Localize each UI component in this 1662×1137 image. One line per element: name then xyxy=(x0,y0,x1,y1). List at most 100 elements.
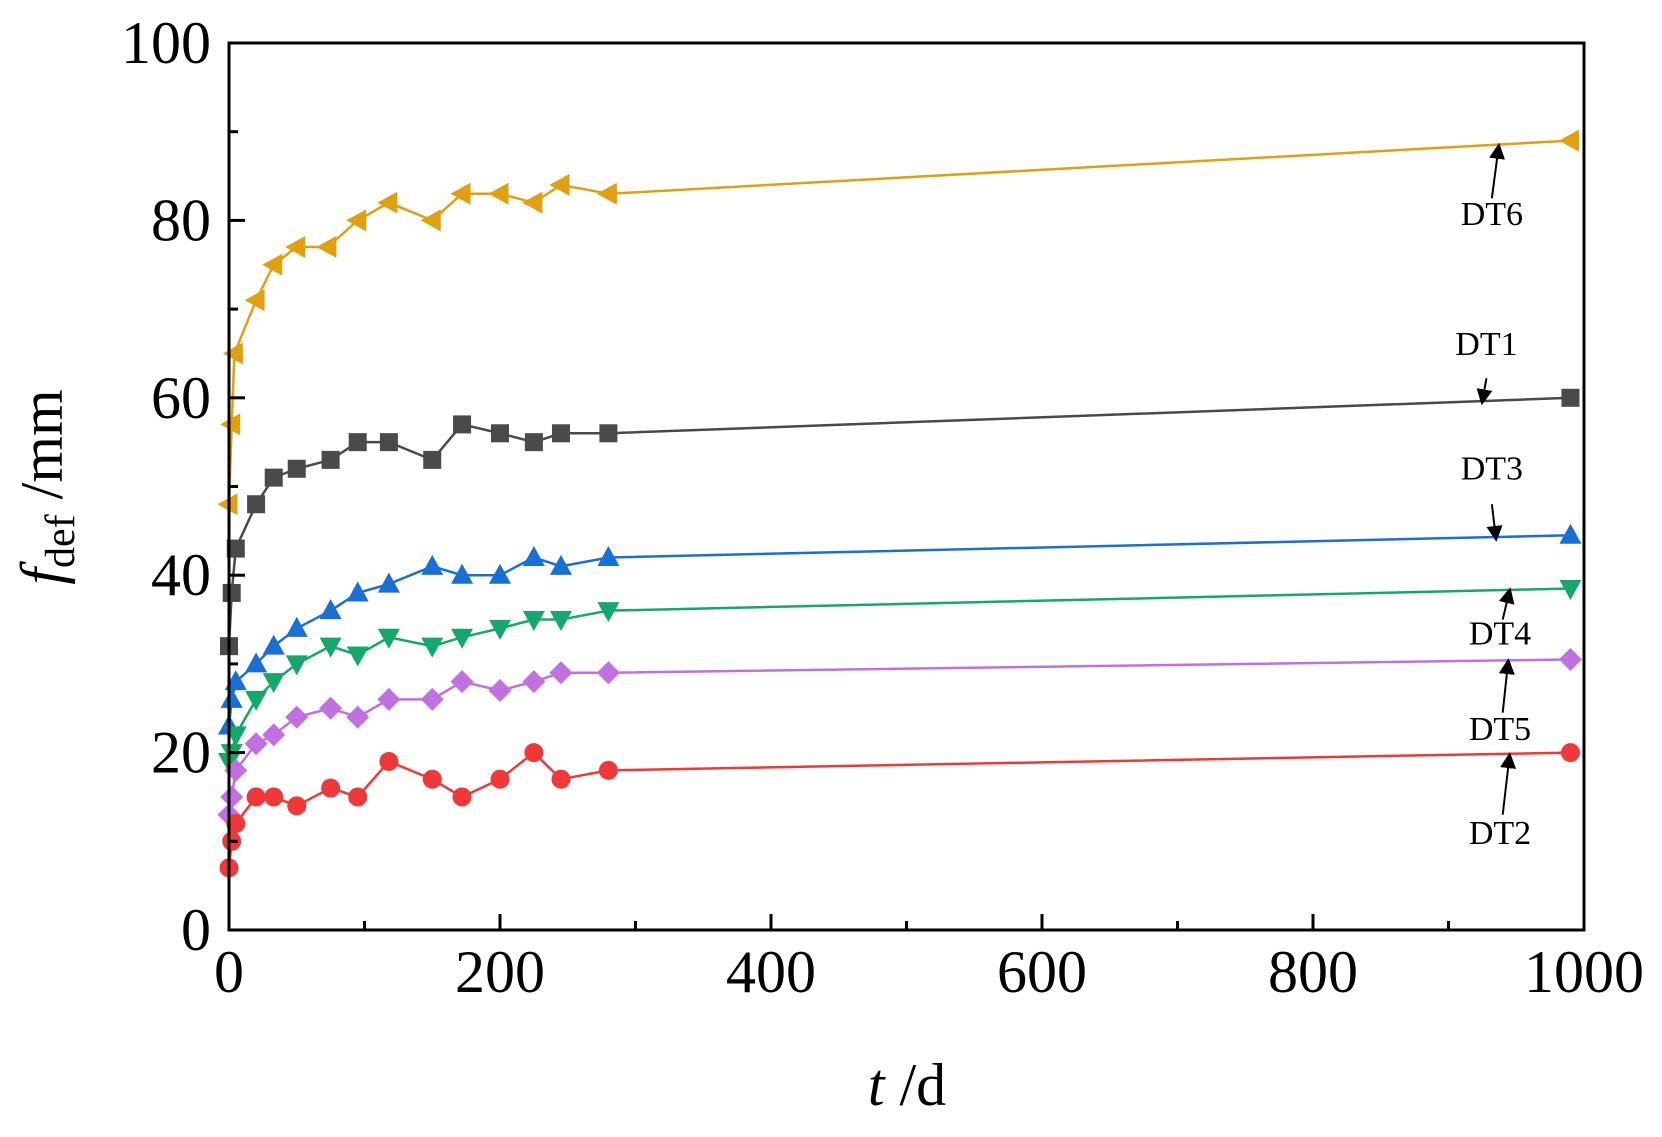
series-layer xyxy=(217,129,1582,878)
data-point-dt2 xyxy=(246,787,266,807)
series-label-dt2: DT2 xyxy=(1469,815,1531,852)
data-point-dt6 xyxy=(522,191,543,214)
data-point-dt6 xyxy=(488,182,509,205)
label-arrow-dt2 xyxy=(1500,752,1517,815)
label-arrow-dt6 xyxy=(1489,142,1505,199)
data-point-dt1 xyxy=(222,583,241,602)
series-dt5 xyxy=(217,647,1582,827)
svg-text:t /d: t /d xyxy=(868,1052,946,1118)
series-dt2 xyxy=(219,743,1580,878)
series-label-dt6: DT6 xyxy=(1461,196,1523,233)
data-point-dt4 xyxy=(597,602,620,623)
data-point-dt6 xyxy=(244,289,265,312)
x-axis-ticks: 0 200 400 600 800 1000 xyxy=(214,914,1644,1005)
y-tick-label: 80 xyxy=(151,187,211,253)
data-point-dt4 xyxy=(451,628,474,649)
data-point-dt5 xyxy=(1558,647,1582,671)
data-point-dt6 xyxy=(596,182,617,205)
data-point-dt4 xyxy=(1559,580,1582,601)
data-point-dt6 xyxy=(1558,129,1579,152)
series-dt4 xyxy=(218,580,1582,773)
data-point-dt2 xyxy=(226,814,246,834)
x-tick-label: 400 xyxy=(726,939,816,1005)
x-axis-title-unit: /d xyxy=(885,1052,947,1118)
data-point-dt2 xyxy=(422,769,442,789)
data-point-dt1 xyxy=(379,433,398,452)
label-arrow-dt5 xyxy=(1498,658,1515,713)
data-point-dt1 xyxy=(247,495,266,514)
x-tick-label: 200 xyxy=(455,939,545,1005)
data-point-dt4 xyxy=(285,655,308,676)
data-point-dt1 xyxy=(287,459,306,478)
data-point-dt5 xyxy=(420,687,444,711)
data-point-dt6 xyxy=(420,209,441,232)
series-dt1 xyxy=(220,388,1580,656)
data-point-dt5 xyxy=(285,705,309,729)
data-point-dt5 xyxy=(346,705,370,729)
y-tick-label: 100 xyxy=(121,10,211,76)
data-point-dt2 xyxy=(490,769,510,789)
x-tick-label: 1000 xyxy=(1524,939,1644,1005)
data-point-dt6 xyxy=(346,209,367,232)
data-point-dt3 xyxy=(522,545,545,566)
data-point-dt3 xyxy=(421,554,444,575)
data-point-dt2 xyxy=(348,787,368,807)
series-label-dt3: DT3 xyxy=(1461,450,1523,487)
series-label-dt1: DT1 xyxy=(1455,326,1517,363)
data-point-dt3 xyxy=(346,581,369,602)
x-axis-title: t /d xyxy=(868,1052,946,1118)
data-point-dt2 xyxy=(524,743,544,763)
data-point-dt1 xyxy=(524,433,543,452)
data-point-dt5 xyxy=(488,679,512,703)
data-point-dt6 xyxy=(285,236,306,259)
series-line-dt5 xyxy=(227,658,1571,815)
data-point-dt4 xyxy=(377,628,400,649)
series-label-dt5: DT5 xyxy=(1469,711,1531,748)
series-label-dt4: DT4 xyxy=(1469,615,1531,652)
label-arrow-dt4 xyxy=(1498,587,1515,620)
y-axis-title-unit: /mm xyxy=(9,389,75,514)
data-point-dt3 xyxy=(489,563,511,584)
data-point-dt2 xyxy=(321,778,341,798)
data-point-dt2 xyxy=(551,769,571,789)
data-point-dt1 xyxy=(491,424,509,443)
data-point-dt3 xyxy=(451,563,474,584)
y-tick-label: 0 xyxy=(181,897,211,963)
data-point-dt3 xyxy=(262,634,285,655)
series-label-layer: DT6 DT1 DT3 DT4 DT5 DT2 xyxy=(1455,142,1531,852)
data-point-dt2 xyxy=(379,751,399,771)
svg-text:fdef /mm: fdef /mm xyxy=(9,389,84,584)
label-arrow-dt1 xyxy=(1476,378,1493,406)
data-point-dt4 xyxy=(421,637,444,658)
data-point-dt3 xyxy=(1559,523,1582,544)
data-point-dt3 xyxy=(245,652,268,673)
data-point-dt1 xyxy=(264,468,283,487)
data-point-dt4 xyxy=(245,690,268,711)
y-tick-label: 40 xyxy=(151,542,211,608)
series-line-dt2 xyxy=(227,750,1571,869)
data-point-dt5 xyxy=(450,670,474,694)
x-axis-title-main: t xyxy=(868,1052,886,1118)
data-point-dt4 xyxy=(522,611,545,632)
data-point-dt3 xyxy=(319,599,342,620)
data-point-dt1 xyxy=(1561,388,1580,407)
data-point-dt1 xyxy=(453,415,472,434)
data-point-dt5 xyxy=(220,785,244,809)
data-point-dt3 xyxy=(220,687,243,708)
data-point-dt6 xyxy=(549,173,570,196)
series-dt3 xyxy=(218,523,1582,735)
data-point-dt3 xyxy=(549,554,572,575)
data-point-dt5 xyxy=(262,723,286,747)
data-point-dt6 xyxy=(316,236,337,259)
data-point-dt4 xyxy=(346,646,369,667)
data-point-dt1 xyxy=(321,450,340,469)
data-point-dt3 xyxy=(597,545,620,566)
data-point-dt5 xyxy=(244,732,268,756)
data-point-dt2 xyxy=(452,787,472,807)
x-tick-label: 600 xyxy=(997,939,1087,1005)
data-point-dt5 xyxy=(522,670,546,694)
data-point-dt4 xyxy=(319,637,342,658)
data-point-dt1 xyxy=(226,539,245,558)
data-point-dt4 xyxy=(489,619,511,640)
data-point-dt6 xyxy=(377,191,398,214)
